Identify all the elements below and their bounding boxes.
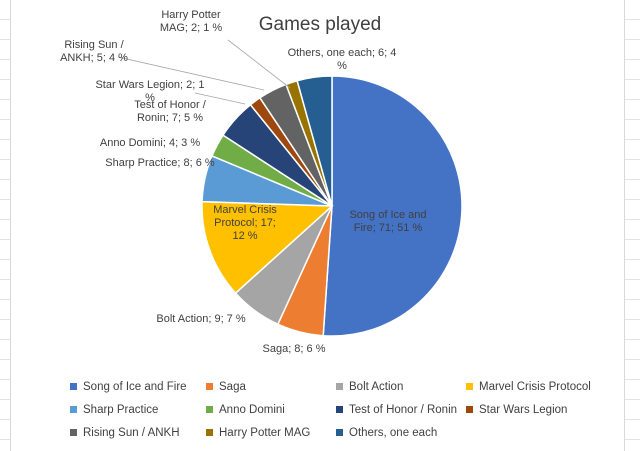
data-label: Marvel Crisis Protocol; 17; 12 % — [213, 204, 277, 242]
legend-label: Marvel Crisis Protocol — [479, 380, 591, 393]
legend-item: Saga — [206, 381, 336, 393]
legend-label: Sharp Practice — [83, 403, 159, 416]
legend-swatch — [206, 383, 213, 390]
legend-item: Others, one each — [336, 427, 466, 439]
legend-item: Song of Ice and Fire — [70, 381, 206, 393]
data-label: Song of Ice and Fire; 71; 51 % — [349, 209, 426, 234]
legend-item: Rising Sun / ANKH — [70, 427, 206, 439]
data-label: Test of Honor / Ronin; 7; 5 % — [134, 99, 206, 124]
legend-swatch — [466, 383, 473, 390]
data-label: Anno Domini; 4; 3 % — [100, 137, 200, 149]
legend-swatch — [70, 383, 77, 390]
legend-item: Sharp Practice — [70, 404, 206, 416]
legend-swatch — [466, 406, 473, 413]
leader-line — [117, 56, 265, 91]
leader-line — [194, 92, 246, 105]
sheet-grid-right — [624, 0, 640, 451]
leader-line — [227, 39, 291, 89]
legend-label: Rising Sun / ANKH — [83, 426, 180, 439]
chart-legend: Song of Ice and Fire Saga Bolt Action Marve… — [70, 375, 610, 444]
sheet-grid-left — [0, 0, 11, 451]
legend-label: Anno Domini — [219, 403, 285, 416]
data-label: Saga; 8; 6 % — [263, 343, 326, 355]
legend-swatch — [70, 406, 77, 413]
legend-label: Others, one each — [349, 426, 438, 439]
pie-slice-marvel-crisis-protocol — [201, 200, 334, 295]
legend-swatch — [336, 406, 343, 413]
legend-item: Marvel Crisis Protocol — [466, 381, 606, 393]
legend-label: Star Wars Legion — [479, 403, 568, 416]
legend-swatch — [336, 429, 343, 436]
data-label: Harry Potter MAG; 2; 1 % — [160, 9, 223, 34]
legend-row: Sharp Practice Anno Domini Test of Honor /… — [70, 398, 610, 421]
legend-swatch — [70, 429, 77, 436]
legend-swatch — [336, 383, 343, 390]
data-label: Star Wars Legion; 2; 1% — [95, 79, 204, 104]
legend-label: Bolt Action — [349, 380, 404, 393]
legend-item: Bolt Action — [336, 381, 466, 393]
legend-item: Star Wars Legion — [466, 404, 606, 416]
legend-label: Harry Potter MAG — [219, 426, 311, 439]
pie-slice-others-one-each — [296, 75, 333, 207]
data-label: Others, one each; 6; 4% — [288, 47, 397, 72]
legend-swatch — [206, 429, 213, 436]
data-label: Rising Sun / ANKH; 5; 4 % — [60, 39, 128, 64]
pie-slice-song-of-ice-and-fire — [322, 75, 463, 337]
legend-item: Anno Domini — [206, 404, 336, 416]
chart-title: Games played — [258, 14, 382, 35]
legend-label: Saga — [219, 380, 246, 393]
legend-row: Rising Sun / ANKH Harry Potter MAG Others,… — [70, 421, 610, 444]
legend-label: Test of Honor / Ronin — [349, 403, 458, 416]
legend-row: Song of Ice and Fire Saga Bolt Action Marve… — [70, 375, 610, 398]
data-label: Bolt Action; 9; 7 % — [156, 313, 245, 325]
legend-swatch — [206, 406, 213, 413]
legend-item: Harry Potter MAG — [206, 427, 336, 439]
data-label: Sharp Practice; 8; 6 % — [105, 157, 215, 169]
legend-label: Song of Ice and Fire — [83, 380, 187, 393]
legend-item: Test of Honor / Ronin — [336, 404, 466, 416]
